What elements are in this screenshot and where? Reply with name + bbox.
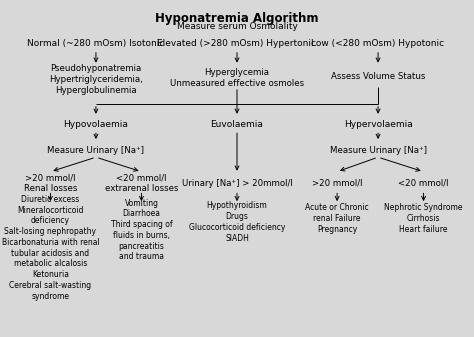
Text: >20 mmol/l
Renal losses: >20 mmol/l Renal losses bbox=[24, 173, 77, 193]
Text: Measure serum Osmolality: Measure serum Osmolality bbox=[176, 22, 298, 31]
Text: Nephrotic Syndrome
Cirrhosis
Heart failure: Nephrotic Syndrome Cirrhosis Heart failu… bbox=[384, 204, 463, 234]
Text: Measure Urinary [Na⁺]: Measure Urinary [Na⁺] bbox=[329, 146, 427, 155]
Text: Diuretic excess
Mineralocorticoid
deficiency
Salt-losing nephropathy
Bicarbonatu: Diuretic excess Mineralocorticoid defici… bbox=[1, 195, 100, 301]
Text: >20 mmol/l: >20 mmol/l bbox=[312, 179, 362, 188]
Text: Pseudohyponatremia
Hypertriglyceridemia,
Hyperglobulinemia: Pseudohyponatremia Hypertriglyceridemia,… bbox=[49, 64, 143, 95]
Text: Acute or Chronic
renal Failure
Pregnancy: Acute or Chronic renal Failure Pregnancy bbox=[305, 204, 369, 234]
Text: <20 mmol/l
extrarenal losses: <20 mmol/l extrarenal losses bbox=[105, 173, 178, 193]
Text: Elevated (>280 mOsm) Hypertonic: Elevated (>280 mOsm) Hypertonic bbox=[157, 39, 317, 49]
Text: Assess Volume Status: Assess Volume Status bbox=[331, 72, 425, 81]
Text: Hypothyroidism
Drugs
Glucocorticoid deficiency
SIADH: Hypothyroidism Drugs Glucocorticoid defi… bbox=[189, 201, 285, 243]
Text: Normal (~280 mOsm) Isotonic: Normal (~280 mOsm) Isotonic bbox=[27, 39, 164, 49]
Text: Hyperglycemia
Unmeasured effective osmoles: Hyperglycemia Unmeasured effective osmol… bbox=[170, 68, 304, 88]
Text: Hyponatremia Algorithm: Hyponatremia Algorithm bbox=[155, 11, 319, 25]
Text: Vomiting
Diarrhoea
Third spacing of
fluids in burns,
pancreatitis
and trauma: Vomiting Diarrhoea Third spacing of flui… bbox=[110, 198, 172, 262]
Text: Euvolaemia: Euvolaemia bbox=[210, 120, 264, 129]
Text: Hypervolaemia: Hypervolaemia bbox=[344, 120, 412, 129]
Text: Measure Urinary [Na⁺]: Measure Urinary [Na⁺] bbox=[47, 146, 145, 155]
Text: <20 mmol/l: <20 mmol/l bbox=[398, 179, 449, 188]
Text: Hypovolaemia: Hypovolaemia bbox=[64, 120, 128, 129]
Text: Low (<280 mOsm) Hypotonic: Low (<280 mOsm) Hypotonic bbox=[311, 39, 445, 49]
Text: Urinary [Na⁺] > 20mmol/l: Urinary [Na⁺] > 20mmol/l bbox=[182, 179, 292, 188]
